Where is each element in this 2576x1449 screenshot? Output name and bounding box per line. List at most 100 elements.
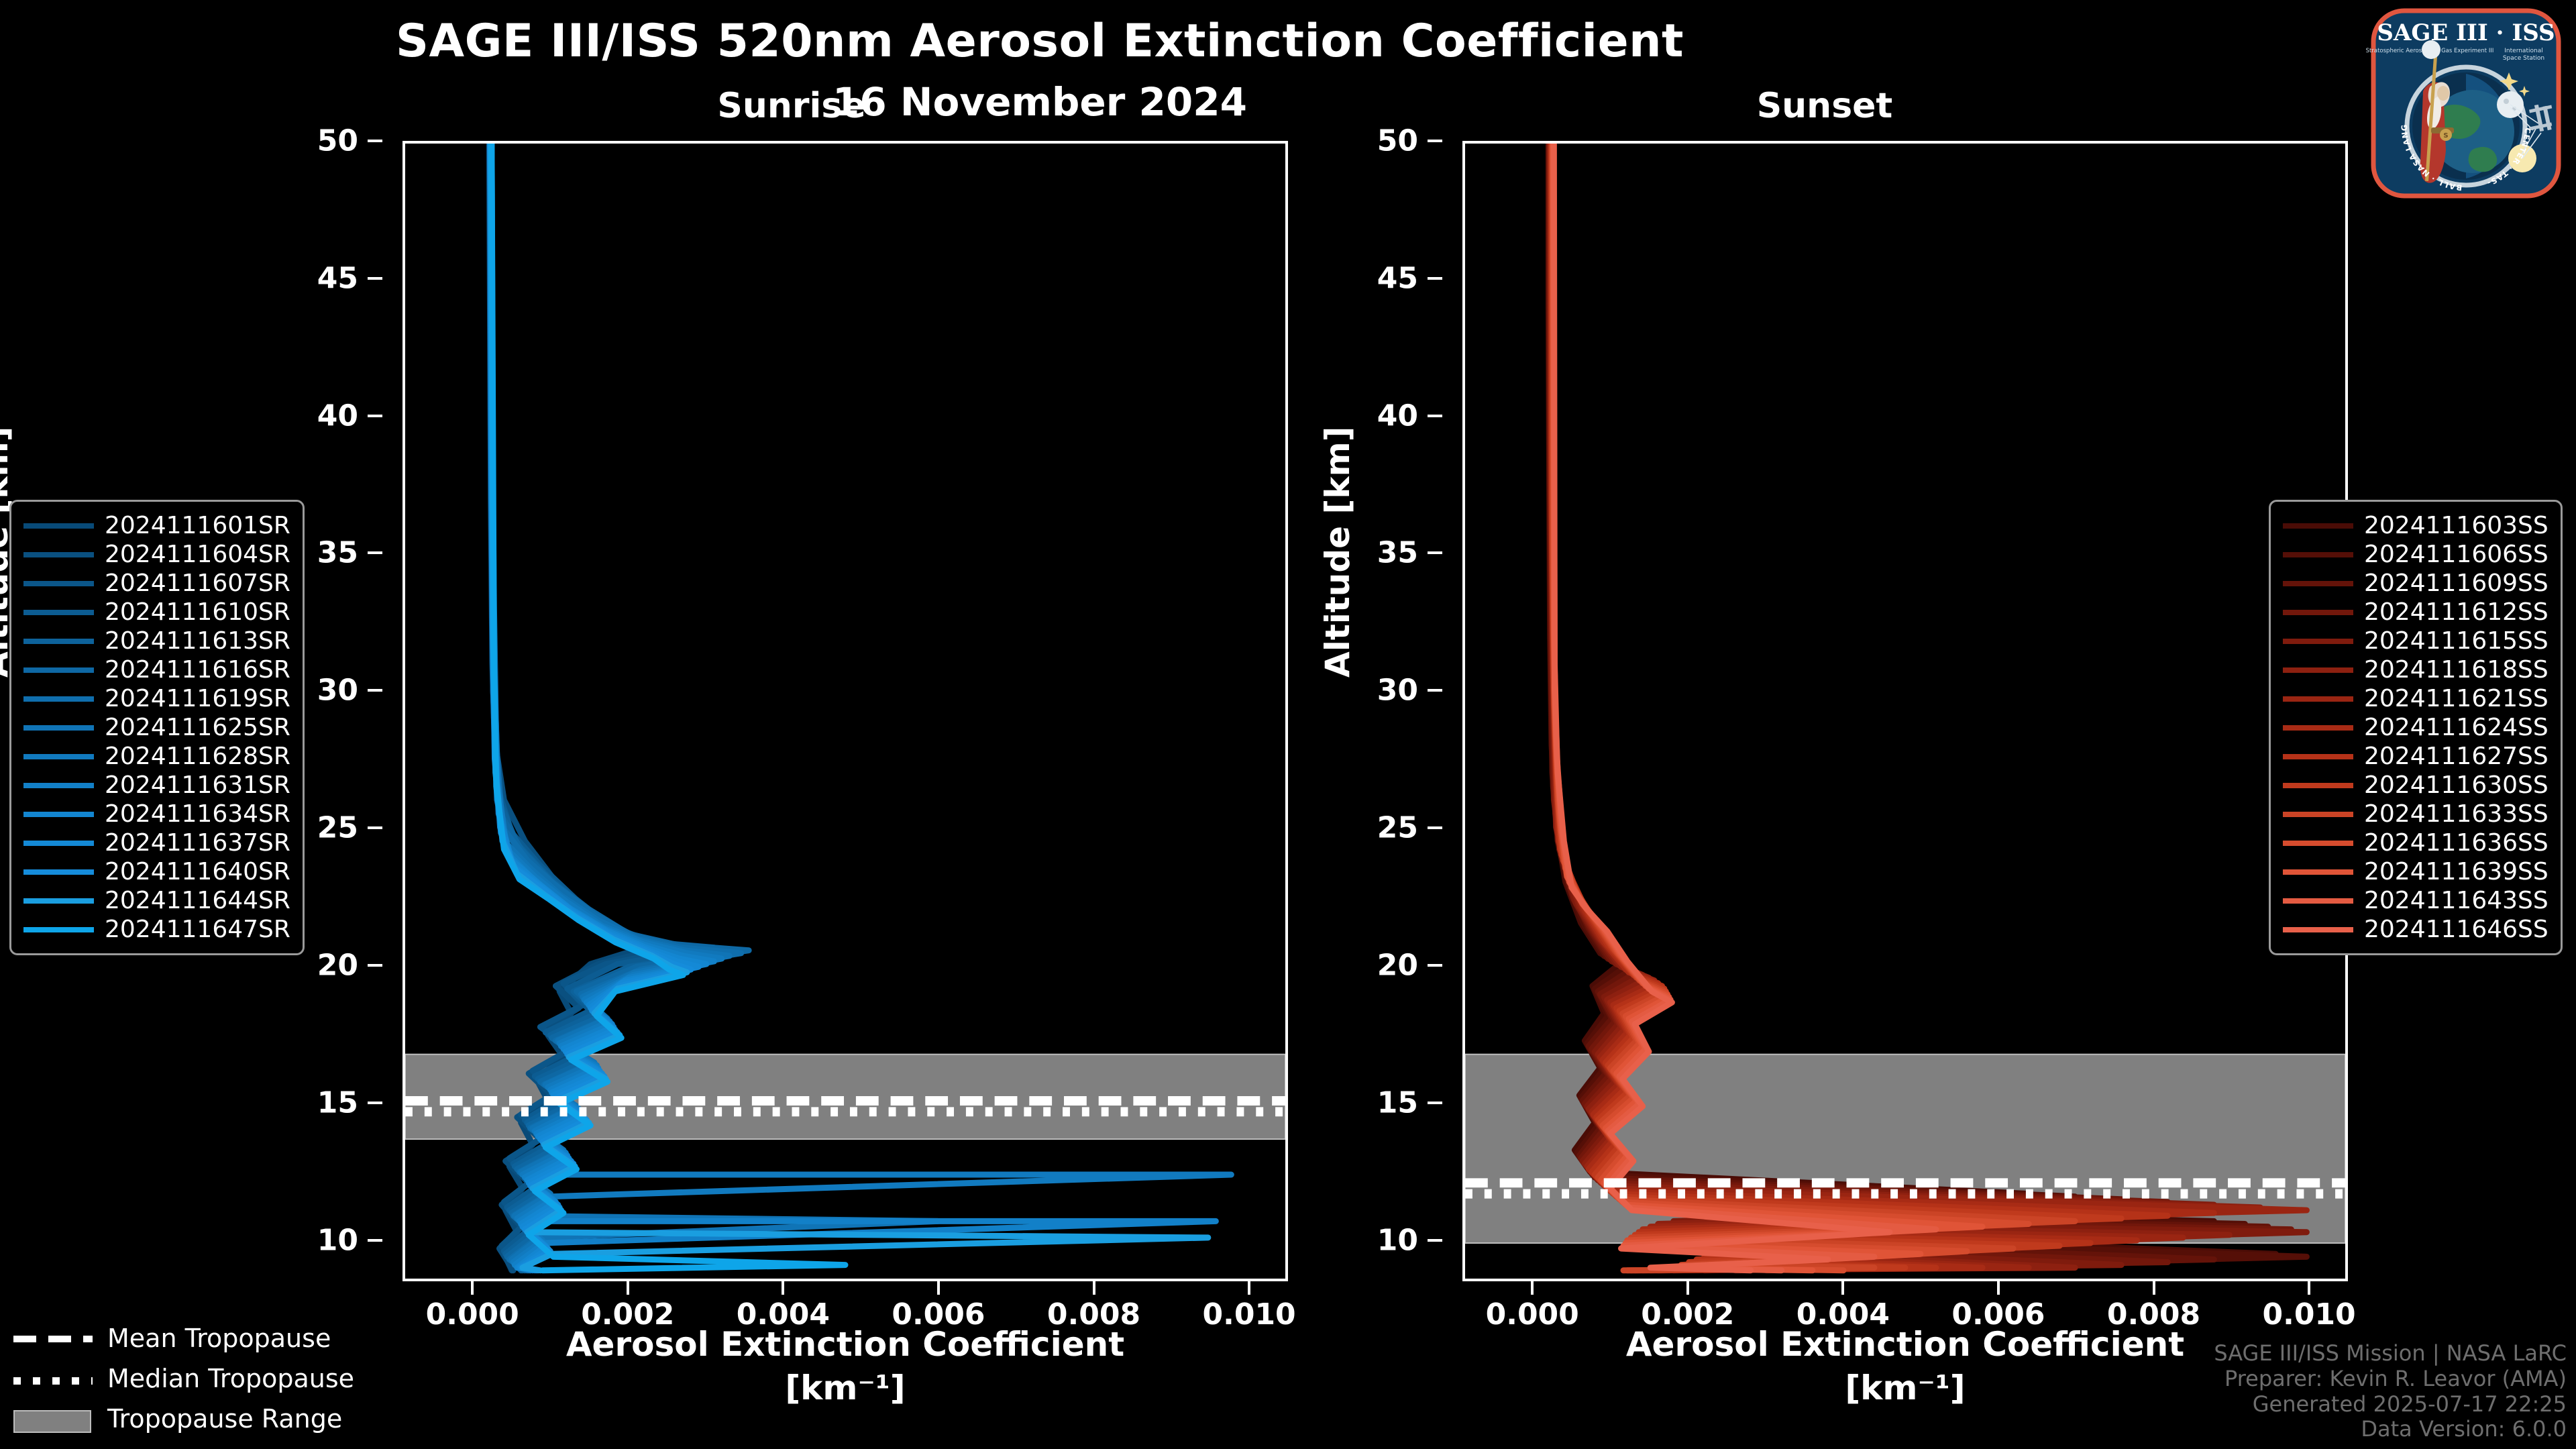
legend-item-sunrise[interactable]: 2024111604SR	[23, 540, 290, 569]
sunrise-plot-panel	[402, 141, 1288, 1281]
sunset-legend[interactable]: 2024111603SS 2024111606SS 2024111609SS 2024…	[2269, 500, 2563, 955]
legend-item-label: 2024111619SR	[105, 685, 290, 712]
legend-color-swatch-icon	[23, 667, 94, 673]
legend-item-label: 2024111607SR	[105, 570, 290, 597]
legend-color-swatch-icon	[23, 551, 94, 557]
legend-item-sunset[interactable]: 2024111606SS	[2283, 540, 2548, 569]
legend-item-median-tropopause: Median Tropopause	[13, 1358, 354, 1399]
credit-line-0: SAGE III/ISS Mission | NASA LaRC	[2214, 1340, 2567, 1366]
legend-item-sunset[interactable]: 2024111621SS	[2283, 684, 2548, 713]
sunset-y-tick-label: 10	[1377, 1223, 1418, 1258]
credit-line-3: Data Version: 6.0.0	[2361, 1416, 2567, 1442]
legend-item-label: 2024111647SR	[105, 916, 290, 943]
legend-item-sunrise[interactable]: 2024111625SR	[23, 713, 290, 742]
sunset-panel-label: Sunset	[1756, 86, 1893, 126]
legend-item-sunrise[interactable]: 2024111616SR	[23, 655, 290, 684]
svg-text:SAGE III · ISS: SAGE III · ISS	[2377, 19, 2555, 46]
legend-color-swatch-icon	[2283, 926, 2353, 932]
sunrise-legend[interactable]: 2024111601SR 2024111604SR 2024111607SR 2024…	[9, 500, 305, 955]
sunrise-y-tick-mark	[368, 1101, 382, 1104]
sunset-x-tick-mark	[1841, 1281, 1845, 1295]
legend-item-sunrise[interactable]: 2024111607SR	[23, 569, 290, 598]
legend-item-label: 2024111636SS	[2364, 829, 2548, 857]
legend-color-swatch-icon	[23, 782, 94, 788]
legend-item-label: 2024111606SS	[2364, 541, 2548, 568]
legend-color-swatch-icon	[2283, 696, 2353, 702]
legend-item-sunset[interactable]: 2024111615SS	[2283, 627, 2548, 655]
sunrise-profile-chart	[405, 144, 1285, 1274]
legend-color-swatch-icon	[2283, 724, 2353, 731]
legend-item-label: 2024111646SS	[2364, 916, 2548, 943]
sunrise-x-tick-label: 0.004	[736, 1297, 830, 1332]
legend-item-sunrise[interactable]: 2024111601SR	[23, 511, 290, 540]
legend-item-label: 2024111627SS	[2364, 743, 2548, 770]
legend-item-sunset[interactable]: 2024111612SS	[2283, 598, 2548, 627]
legend-item-sunset[interactable]: 2024111643SS	[2283, 886, 2548, 915]
legend-item-label: 2024111624SS	[2364, 714, 2548, 741]
legend-color-swatch-icon	[23, 926, 94, 932]
legend-item-sunset[interactable]: 2024111603SS	[2283, 511, 2548, 540]
sunrise-x-tick-label: 0.002	[581, 1297, 675, 1332]
legend-item-sunset[interactable]: 2024111609SS	[2283, 569, 2548, 598]
legend-color-swatch-icon	[23, 696, 94, 702]
svg-text:International: International	[2504, 48, 2542, 54]
sunset-x-tick-label: 0.002	[1641, 1297, 1735, 1332]
sunrise-x-tick-label: 0.000	[425, 1297, 519, 1332]
sunset-x-axis-unit: [km⁻¹]	[1845, 1368, 1966, 1407]
legend-item-mean-tropopause: Mean Tropopause	[13, 1318, 354, 1358]
legend-item-sunset[interactable]: 2024111646SS	[2283, 915, 2548, 944]
credit-line-2: Generated 2025-07-17 22:25	[2252, 1391, 2567, 1417]
profile-line	[488, 144, 849, 1274]
legend-item-sunset[interactable]: 2024111624SS	[2283, 713, 2548, 742]
legend-item-sunrise[interactable]: 2024111644SR	[23, 886, 290, 915]
legend-item-sunset[interactable]: 2024111630SS	[2283, 771, 2548, 800]
legend-item-sunrise[interactable]: 2024111613SR	[23, 627, 290, 655]
legend-item-sunset[interactable]: 2024111639SS	[2283, 857, 2548, 886]
legend-item-sunrise[interactable]: 2024111628SR	[23, 742, 290, 771]
dashed-line-icon	[13, 1327, 93, 1350]
legend-item-sunset[interactable]: 2024111618SS	[2283, 655, 2548, 684]
legend-item-label: 2024111637SR	[105, 829, 290, 857]
legend-item-sunrise[interactable]: 2024111647SR	[23, 915, 290, 944]
sunset-y-tick-label: 35	[1377, 535, 1418, 570]
sunrise-y-tick-label: 45	[317, 261, 358, 296]
sunset-y-tick-label: 30	[1377, 673, 1418, 708]
sunrise-x-axis: 0.000 0.002 0.004 0.006 0.008 0.010	[402, 1281, 1296, 1332]
sunset-y-tick-label: 20	[1377, 948, 1418, 983]
legend-color-swatch-icon	[2283, 898, 2353, 904]
legend-item-sunset[interactable]: 2024111633SS	[2283, 800, 2548, 828]
sunset-x-tick-label: 0.010	[2262, 1297, 2356, 1332]
legend-item-sunrise[interactable]: 2024111640SR	[23, 857, 290, 886]
legend-item-sunrise[interactable]: 2024111610SR	[23, 598, 290, 627]
legend-item-sunrise[interactable]: 2024111634SR	[23, 800, 290, 828]
page-title: SAGE III/ISS 520nm Aerosol Extinction Co…	[395, 15, 1684, 68]
legend-item-label: 2024111630SS	[2364, 771, 2548, 799]
legend-item-sunset[interactable]: 2024111636SS	[2283, 828, 2548, 857]
sunset-y-tick-label: 15	[1377, 1085, 1418, 1120]
legend-item-sunset[interactable]: 2024111627SS	[2283, 742, 2548, 771]
sunset-x-tick-mark	[2308, 1281, 2311, 1295]
sunrise-y-tick-mark	[368, 140, 382, 142]
median-tropopause-label: Median Tropopause	[107, 1364, 354, 1393]
legend-item-label: 2024111634SR	[105, 800, 290, 828]
sunset-profile-chart	[1465, 144, 2345, 1274]
sunrise-y-tick-label: 35	[317, 535, 358, 570]
sunset-y-tick-mark	[1428, 963, 1442, 967]
legend-item-sunrise[interactable]: 2024111637SR	[23, 828, 290, 857]
sunset-y-tick-mark	[1428, 826, 1442, 830]
sunset-y-tick-mark	[1428, 140, 1442, 142]
legend-item-sunrise[interactable]: 2024111619SR	[23, 684, 290, 713]
legend-item-sunrise[interactable]: 2024111631SR	[23, 771, 290, 800]
sunrise-x-tick-mark	[936, 1281, 940, 1295]
sunset-y-tick-label: 45	[1377, 261, 1418, 296]
legend-item-label: 2024111621SS	[2364, 685, 2548, 712]
legend-color-swatch-icon	[23, 580, 94, 586]
sunset-x-axis: 0.000 0.002 0.004 0.006 0.008 0.010	[1462, 1281, 2356, 1332]
sunset-x-axis-label: Aerosol Extinction Coefficient	[1625, 1325, 2185, 1364]
sunset-y-tick-label: 50	[1377, 123, 1418, 158]
sunrise-y-tick-mark	[368, 1238, 382, 1242]
sunset-x-tick-label: 0.000	[1485, 1297, 1579, 1332]
sage-iii-iss-mission-patch-logo: SAGE III · ISS Stratospheric Aerosol and…	[2361, 0, 2567, 200]
sunrise-y-tick-mark	[368, 276, 382, 280]
sunset-y-axis-label: Altitude [km]	[1318, 426, 1357, 678]
